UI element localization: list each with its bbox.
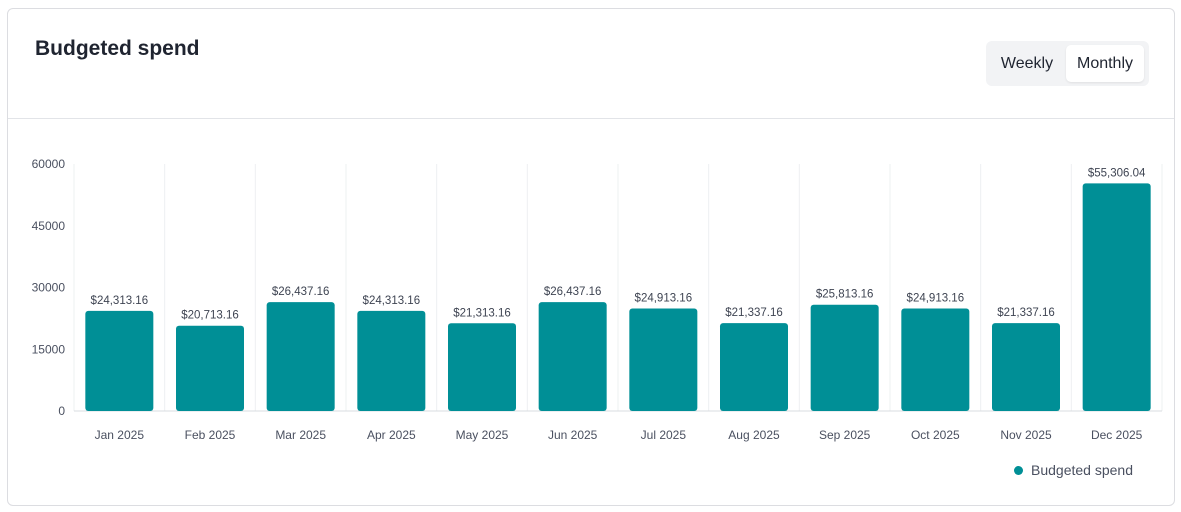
x-tick-label: Nov 2025 <box>1000 428 1052 442</box>
y-tick-label: 60000 <box>32 157 66 171</box>
bar <box>629 308 698 411</box>
data-label: $24,913.16 <box>635 292 693 304</box>
data-label: $20,713.16 <box>181 310 239 322</box>
bar <box>176 325 244 411</box>
monthly-button[interactable]: Monthly <box>1066 45 1144 82</box>
y-tick-label: 0 <box>58 404 65 418</box>
x-tick-label: Oct 2025 <box>911 428 960 442</box>
x-tick-label: Feb 2025 <box>185 428 236 442</box>
y-tick-label: 15000 <box>32 342 66 356</box>
chart-legend: Budgeted spend <box>1014 462 1133 478</box>
y-tick-label: 30000 <box>32 281 66 295</box>
x-tick-label: May 2025 <box>456 428 509 442</box>
period-toggle: Weekly Monthly <box>986 41 1149 86</box>
data-label: $21,337.16 <box>997 307 1055 319</box>
x-tick-label: Jul 2025 <box>641 428 687 442</box>
x-tick-label: Apr 2025 <box>367 428 416 442</box>
legend-dot-icon <box>1014 465 1023 475</box>
data-label: $26,437.16 <box>272 286 330 298</box>
x-tick-label: Dec 2025 <box>1091 428 1143 442</box>
data-label: $55,306.04 <box>1088 167 1146 179</box>
data-label: $26,437.16 <box>544 286 602 298</box>
bar <box>266 302 335 411</box>
bar <box>357 310 426 411</box>
bar <box>901 308 970 411</box>
data-label: $24,313.16 <box>363 295 421 307</box>
y-tick-label: 45000 <box>32 219 66 233</box>
legend-label: Budgeted spend <box>1031 462 1133 478</box>
x-tick-label: Jun 2025 <box>548 428 598 442</box>
x-tick-label: Mar 2025 <box>275 428 326 442</box>
bar <box>448 323 516 411</box>
bar <box>992 323 1060 411</box>
bar <box>538 302 607 411</box>
card-header: Budgeted spend Weekly Monthly <box>8 9 1174 119</box>
x-tick-label: Jan 2025 <box>95 428 145 442</box>
x-tick-label: Sep 2025 <box>819 428 871 442</box>
bar <box>720 323 788 411</box>
data-label: $24,313.16 <box>91 295 149 307</box>
data-label: $21,337.16 <box>725 307 783 319</box>
data-label: $21,313.16 <box>453 307 511 319</box>
weekly-button[interactable]: Weekly <box>1000 54 1054 72</box>
bar <box>810 304 879 411</box>
bar <box>1082 183 1151 411</box>
bar <box>85 310 154 411</box>
page-title: Budgeted spend <box>35 37 200 60</box>
data-label: $25,813.16 <box>816 289 874 301</box>
data-label: $24,913.16 <box>907 292 965 304</box>
x-tick-label: Aug 2025 <box>728 428 780 442</box>
